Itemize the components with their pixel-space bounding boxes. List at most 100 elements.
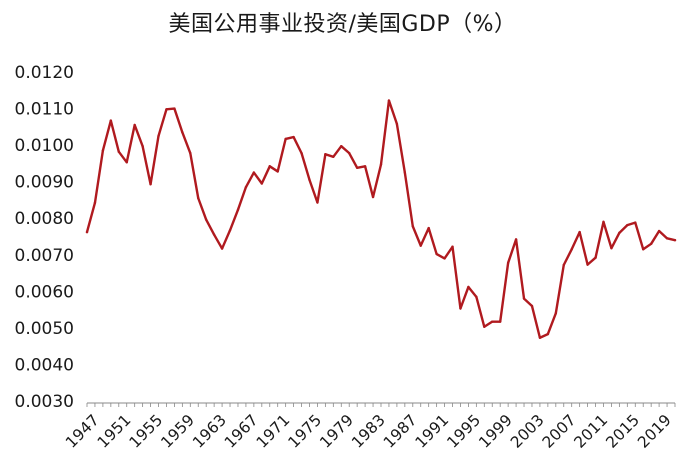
data-point <box>459 307 462 310</box>
data-point <box>268 165 271 168</box>
data-point <box>189 151 192 155</box>
data-point <box>467 285 470 289</box>
data-point <box>491 320 494 323</box>
data-point <box>411 225 414 228</box>
data-point <box>443 257 446 260</box>
data-point <box>157 134 160 138</box>
data-point <box>530 304 534 308</box>
data-point <box>355 166 359 169</box>
data-point <box>379 163 383 166</box>
y-tick-label: 0.0110 <box>15 100 74 120</box>
data-point <box>292 135 295 139</box>
data-point <box>260 182 264 185</box>
data-point <box>101 149 105 152</box>
y-tick-label: 0.0080 <box>15 209 74 229</box>
data-point <box>562 263 565 267</box>
data-point <box>387 99 391 102</box>
data-point <box>284 137 287 141</box>
data-point <box>673 238 677 242</box>
data-point <box>316 201 319 204</box>
data-point <box>427 226 430 230</box>
y-tick-label: 0.0060 <box>15 282 74 302</box>
x-tick-label: 1979 <box>316 411 357 452</box>
data-point <box>483 325 486 328</box>
series-layer <box>85 99 677 339</box>
x-tick-label: 2015 <box>602 411 643 452</box>
data-point <box>602 220 605 224</box>
data-point <box>618 231 621 235</box>
x-tick-label: 2019 <box>634 411 675 452</box>
data-point <box>244 185 248 189</box>
x-axis-tick-marks <box>86 403 676 407</box>
x-tick-label: 1983 <box>348 411 389 452</box>
data-point <box>554 312 558 315</box>
x-tick-label: 1987 <box>380 411 421 452</box>
data-point <box>419 244 422 247</box>
x-tick-label: 1967 <box>221 411 262 452</box>
data-point <box>570 248 573 251</box>
data-point <box>93 201 97 205</box>
data-point <box>586 263 589 266</box>
data-point <box>498 320 502 323</box>
data-point <box>236 208 240 212</box>
x-tick-label: 1951 <box>94 411 135 452</box>
data-point <box>173 107 176 110</box>
data-point <box>649 242 653 246</box>
y-tick-label: 0.0090 <box>15 173 74 193</box>
data-point <box>451 245 454 248</box>
data-point <box>197 196 200 200</box>
data-point <box>371 195 375 199</box>
data-point <box>340 145 343 148</box>
data-point <box>117 150 120 153</box>
y-tick-label: 0.0030 <box>15 392 74 412</box>
y-tick-label: 0.0040 <box>15 355 74 375</box>
data-point <box>665 237 669 240</box>
data-point <box>514 238 518 241</box>
data-point <box>578 230 581 234</box>
data-point <box>228 229 232 232</box>
x-tick-label: 1971 <box>253 411 294 452</box>
y-tick-label: 0.0100 <box>15 136 74 156</box>
data-point <box>109 119 113 122</box>
x-tick-label: 1975 <box>285 411 326 452</box>
data-point <box>642 248 645 251</box>
data-point <box>276 170 279 173</box>
data-point <box>506 261 510 265</box>
x-tick-label: 2011 <box>571 411 612 452</box>
data-point <box>332 155 335 159</box>
data-point <box>85 230 89 234</box>
data-point <box>348 151 351 155</box>
data-point <box>657 229 661 233</box>
data-point <box>626 223 629 227</box>
x-tick-label: 1991 <box>412 411 453 452</box>
data-point <box>538 336 542 339</box>
data-point <box>220 247 224 250</box>
data-point <box>610 246 613 250</box>
data-point <box>133 123 136 127</box>
data-point <box>475 295 478 299</box>
data-point <box>324 153 327 156</box>
data-point <box>594 256 597 259</box>
data-point <box>435 252 438 256</box>
data-point <box>204 218 208 221</box>
data-point <box>181 131 184 134</box>
data-point <box>141 145 144 148</box>
x-tick-label: 1995 <box>444 411 485 452</box>
data-point <box>395 122 399 126</box>
x-tick-label: 1947 <box>62 411 103 452</box>
data-point <box>363 165 367 168</box>
data-point <box>165 108 168 111</box>
data-point <box>212 233 216 236</box>
x-tick-label: 1955 <box>126 411 167 452</box>
x-tick-label: 1999 <box>475 411 516 452</box>
data-point <box>252 171 256 174</box>
y-tick-label: 0.0050 <box>15 319 74 339</box>
data-point <box>634 221 637 224</box>
data-point <box>149 183 152 186</box>
data-point <box>308 178 311 182</box>
y-tick-label: 0.0120 <box>15 63 74 83</box>
data-point <box>300 151 303 155</box>
x-axis-ticks: 1947195119551959196319671971197519791983… <box>62 411 675 452</box>
